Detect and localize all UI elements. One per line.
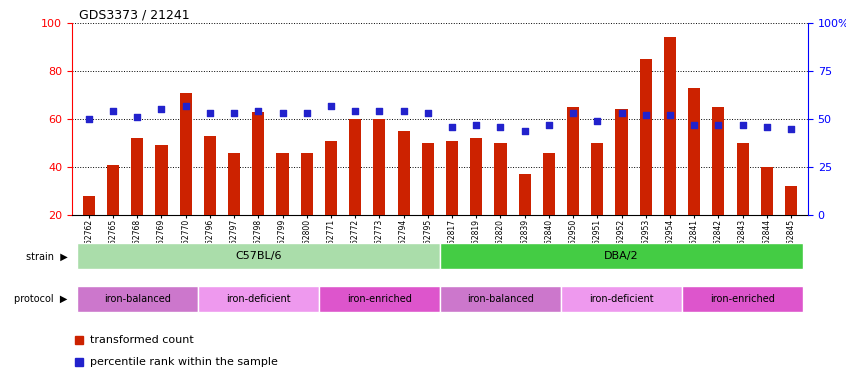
Bar	[77, 243, 440, 269]
Bar	[591, 143, 603, 215]
Bar	[252, 112, 265, 215]
Bar	[761, 167, 773, 215]
Text: iron-deficient: iron-deficient	[589, 293, 654, 304]
Bar	[440, 286, 561, 311]
Point	[470, 122, 483, 128]
Text: protocol  ▶: protocol ▶	[14, 293, 68, 304]
Text: strain  ▶: strain ▶	[26, 251, 68, 262]
Point	[203, 110, 217, 116]
Bar	[422, 143, 434, 215]
Point	[445, 124, 459, 130]
Point	[663, 112, 677, 118]
Point	[518, 127, 531, 134]
Point	[711, 122, 725, 128]
Bar	[519, 174, 530, 215]
Bar	[543, 152, 555, 215]
Point	[82, 116, 96, 122]
Point	[736, 122, 750, 128]
Bar	[277, 152, 288, 215]
Bar	[198, 286, 319, 311]
Point	[615, 110, 629, 116]
Bar	[561, 286, 682, 311]
Text: percentile rank within the sample: percentile rank within the sample	[91, 358, 278, 367]
Text: transformed count: transformed count	[91, 335, 194, 345]
Point	[687, 122, 700, 128]
Bar	[440, 243, 803, 269]
Bar	[300, 152, 313, 215]
Bar	[567, 107, 580, 215]
Point	[349, 108, 362, 114]
Text: GDS3373 / 21241: GDS3373 / 21241	[80, 9, 190, 22]
Text: iron-deficient: iron-deficient	[226, 293, 291, 304]
Text: iron-enriched: iron-enriched	[347, 293, 412, 304]
Bar	[204, 136, 216, 215]
Bar	[398, 131, 409, 215]
Text: iron-balanced: iron-balanced	[104, 293, 171, 304]
Bar	[83, 196, 95, 215]
Point	[591, 118, 604, 124]
Point	[784, 126, 798, 132]
Bar	[373, 119, 386, 215]
Bar	[131, 138, 143, 215]
Bar	[470, 138, 482, 215]
Point	[324, 103, 338, 109]
Bar	[107, 165, 119, 215]
Bar	[615, 109, 628, 215]
Point	[155, 106, 168, 113]
Point	[494, 124, 508, 130]
Bar	[349, 119, 361, 215]
Point	[542, 122, 556, 128]
Bar	[325, 141, 337, 215]
Bar	[446, 141, 458, 215]
Bar	[712, 107, 724, 215]
Bar	[319, 286, 440, 311]
Point	[397, 108, 410, 114]
Point	[760, 124, 773, 130]
Text: iron-balanced: iron-balanced	[467, 293, 534, 304]
Point	[130, 114, 144, 120]
Bar	[640, 59, 651, 215]
Point	[251, 108, 265, 114]
Bar	[494, 143, 507, 215]
Bar	[77, 286, 198, 311]
Bar	[664, 38, 676, 215]
Bar	[228, 152, 240, 215]
Bar	[785, 186, 797, 215]
Bar	[688, 88, 700, 215]
Point	[179, 103, 193, 109]
Point	[276, 110, 289, 116]
Bar	[682, 286, 803, 311]
Text: iron-enriched: iron-enriched	[710, 293, 775, 304]
Point	[228, 110, 241, 116]
Text: C57BL/6: C57BL/6	[235, 251, 282, 262]
Bar	[737, 143, 749, 215]
Point	[372, 108, 386, 114]
Point	[421, 110, 435, 116]
Bar	[179, 93, 192, 215]
Bar	[156, 146, 168, 215]
Point	[300, 110, 314, 116]
Point	[566, 110, 580, 116]
Text: DBA/2: DBA/2	[604, 251, 639, 262]
Point	[639, 112, 652, 118]
Point	[107, 108, 120, 114]
